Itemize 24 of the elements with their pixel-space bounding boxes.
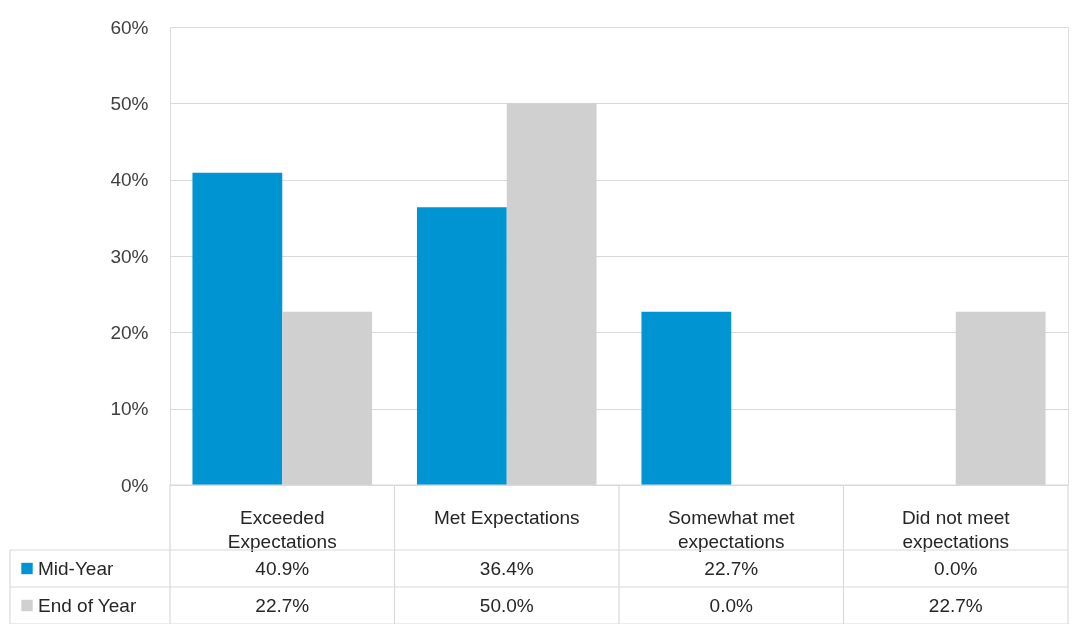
y-tick-label: 30%: [110, 245, 149, 267]
y-tick-label: 20%: [110, 321, 149, 343]
y-tick-label: 10%: [110, 398, 149, 420]
x-tick-label: Exceeded Expectations: [227, 506, 337, 552]
data-label: 0.0%: [709, 594, 754, 616]
data-label: 50.0%: [479, 594, 534, 616]
y-tick-label: 40%: [110, 169, 149, 191]
data-label: 22.7%: [255, 594, 310, 616]
data-label: 22.7%: [704, 557, 759, 579]
x-tick-label: Did not meet expectations: [901, 506, 1011, 552]
x-tick-label: Met Expectations: [433, 506, 580, 528]
y-tick-label: 0%: [121, 474, 149, 496]
y-tick-label: 50%: [110, 92, 149, 114]
data-label: 22.7%: [928, 594, 983, 616]
data-label: 40.9%: [255, 557, 310, 579]
legend-label: Mid-Year: [38, 557, 114, 579]
x-tick-label: Somewhat met expectations: [667, 506, 796, 552]
bar: [416, 207, 507, 485]
legend-label: End of Year: [38, 594, 137, 616]
y-tick-label: 60%: [110, 16, 149, 38]
data-label: 36.4%: [479, 557, 534, 579]
data-label: 0.0%: [934, 557, 978, 579]
bar: [192, 172, 283, 485]
bar: [641, 311, 732, 485]
